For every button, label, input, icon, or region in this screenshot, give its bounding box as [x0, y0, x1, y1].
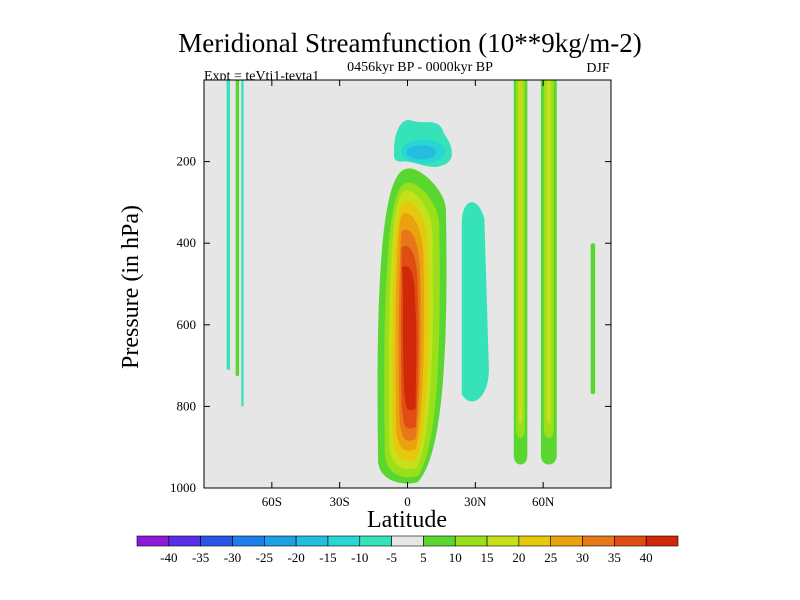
y-tick-label: 1000 [170, 480, 196, 495]
y-axis-label: Pressure (in hPa) [118, 205, 144, 369]
x-tick-label: 60S [262, 494, 282, 509]
contour-polar-streak-3 [241, 80, 244, 407]
colorbar-label: 10 [449, 550, 462, 565]
colorbar-swatch [359, 535, 392, 547]
colorbar-swatch [518, 535, 552, 547]
colorbar-label: -40 [160, 550, 177, 565]
x-tick-label: 60N [532, 494, 555, 509]
colorbar-label: 15 [481, 550, 494, 565]
colorbar-label: -20 [287, 550, 304, 565]
colorbar-swatch [391, 535, 424, 547]
contour-subtropical-negative [461, 202, 489, 402]
colorbar-label: -30 [224, 550, 241, 565]
x-tick-label: 30S [330, 494, 350, 509]
contour-midlat-column-1-level-20 [520, 80, 522, 410]
colorbar-label: -15 [319, 550, 336, 565]
colorbar-label: 40 [640, 550, 653, 565]
colorbar-swatch [295, 535, 329, 547]
plot-area: 60S 30S 0 30N 60N 200 400 600 800 1000 [170, 79, 612, 509]
colorbar-swatch [232, 535, 265, 547]
y-tick-label: 400 [177, 235, 197, 250]
colorbar-label: 25 [544, 550, 557, 565]
contour-polar-positive-streak [590, 243, 596, 395]
colorbar-label: -10 [351, 550, 368, 565]
colorbar-label: 35 [608, 550, 621, 565]
colorbar-label: -5 [386, 550, 397, 565]
colorbar-swatch [168, 535, 201, 547]
colorbar-label: 30 [576, 550, 589, 565]
x-axis-ticks: 60S 30S 0 30N 60N [262, 80, 555, 509]
y-tick-label: 200 [177, 154, 197, 169]
colorbar-swatch [200, 535, 233, 547]
y-tick-label: 600 [177, 317, 197, 332]
period-label: 0456kyr BP - 0000kyr BP [347, 60, 493, 75]
contour-midlat-column-2-level-15 [546, 80, 552, 424]
colorbar-label: -35 [192, 550, 209, 565]
colorbar-label: 20 [512, 550, 525, 565]
x-tick-label: 0 [404, 494, 411, 509]
colorbar-swatch [550, 535, 583, 547]
colorbar-label: -25 [256, 550, 273, 565]
contour-polar-streak-2 [235, 80, 240, 376]
x-axis-label: Latitude [367, 507, 447, 533]
contour-tropical-level-40 [401, 266, 417, 411]
colorbar-swatch [423, 535, 456, 547]
colorbar-swatch [582, 535, 615, 547]
colorbar-swatch [454, 535, 488, 547]
x-tick-label: 30N [464, 494, 487, 509]
chart-title: Meridional Streamfunction (10**9kg/m-2) [178, 28, 641, 58]
season-label: DJF [586, 61, 610, 76]
colorbar-swatch [614, 535, 647, 547]
colorbar-swatch [645, 535, 679, 547]
colorbar-swatch [263, 535, 297, 547]
colorbar-swatch [327, 535, 361, 547]
colorbar-label: 5 [420, 550, 427, 565]
contour-upper-negative-core [406, 145, 437, 160]
y-tick-label: 800 [177, 398, 197, 413]
colorbar-swatch [136, 535, 170, 547]
colorbar-swatch [486, 535, 520, 547]
y-axis-ticks: 200 400 600 800 1000 [170, 154, 611, 495]
colorbar: -40 -35 -30 -25 -20 -15 -10 -5 5 10 15 20 25 30 35 40 [136, 535, 679, 565]
contour-polar-streak-1 [226, 80, 231, 370]
contour-fills [226, 80, 596, 484]
